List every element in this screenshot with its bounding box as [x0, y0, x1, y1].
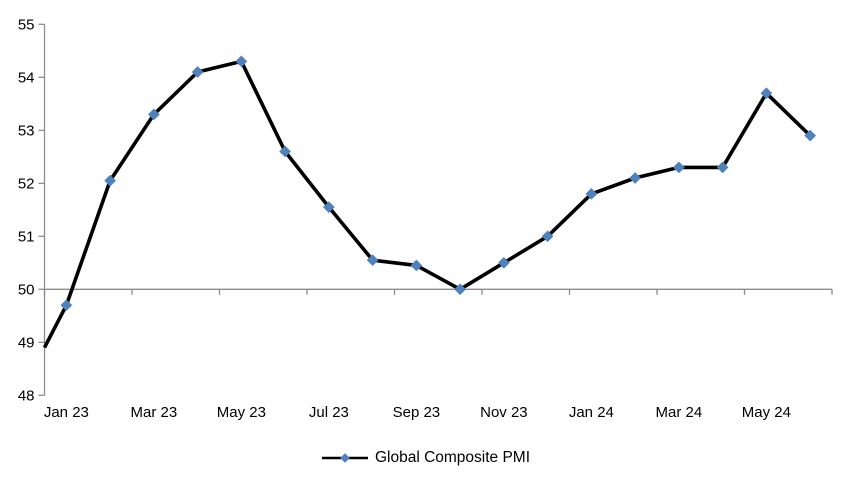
- y-axis-tick-label: 55: [18, 16, 35, 33]
- data-point-marker: [629, 172, 642, 184]
- x-axis-tick-label: Mar 23: [131, 404, 178, 421]
- y-axis-tick-label: 51: [18, 228, 35, 245]
- data-point-marker: [760, 87, 773, 100]
- x-axis-tick-label: May 23: [217, 404, 266, 421]
- y-axis-tick-label: 54: [18, 69, 35, 86]
- chart-legend: Global Composite PMI: [0, 449, 852, 467]
- data-point-marker: [410, 259, 423, 272]
- data-point-marker: [279, 145, 292, 158]
- data-point-marker: [454, 283, 467, 296]
- data-point-marker: [366, 254, 379, 267]
- x-axis-tick-label: May 24: [742, 404, 791, 421]
- data-point-marker: [147, 108, 160, 121]
- data-point-marker: [104, 174, 117, 187]
- y-axis-tick-label: 52: [18, 175, 35, 192]
- data-point-marker: [322, 201, 335, 214]
- series-line-global-composite-pmi: [42, 59, 812, 349]
- data-point-marker: [804, 129, 817, 142]
- data-point-marker: [60, 299, 73, 312]
- y-axis-tick-label: 49: [18, 334, 35, 351]
- chart-plot-area: 48 49 50 51 52 53 54 55 Jan 23 Mar 23 May 23 Jul 23…: [18, 16, 833, 421]
- data-point-marker: [497, 256, 510, 269]
- x-axis-tick-label: Jan 23: [44, 404, 89, 421]
- data-point-marker: [235, 55, 248, 68]
- data-point-marker: [672, 161, 685, 174]
- data-point-marker: [191, 66, 204, 78]
- x-axis-tick-label: Mar 24: [656, 404, 703, 421]
- data-point-marker: [585, 187, 598, 200]
- legend-label: Global Composite PMI: [374, 449, 531, 466]
- x-axis-tick-label: Nov 23: [480, 404, 528, 421]
- data-point-marker: [541, 230, 554, 243]
- x-axis-tick-label: Jan 24: [569, 404, 614, 421]
- y-axis-tick-label: 48: [18, 387, 35, 404]
- data-point-marker: [716, 161, 729, 174]
- y-axis-tick-label: 53: [18, 122, 35, 139]
- legend-diamond-icon: [340, 453, 350, 463]
- x-axis-tick-label: Sep 23: [393, 404, 441, 421]
- y-axis-tick-label: 50: [18, 281, 35, 298]
- legend-line-marker-icon: [321, 453, 368, 463]
- x-axis-tick-label: Jul 23: [309, 404, 349, 421]
